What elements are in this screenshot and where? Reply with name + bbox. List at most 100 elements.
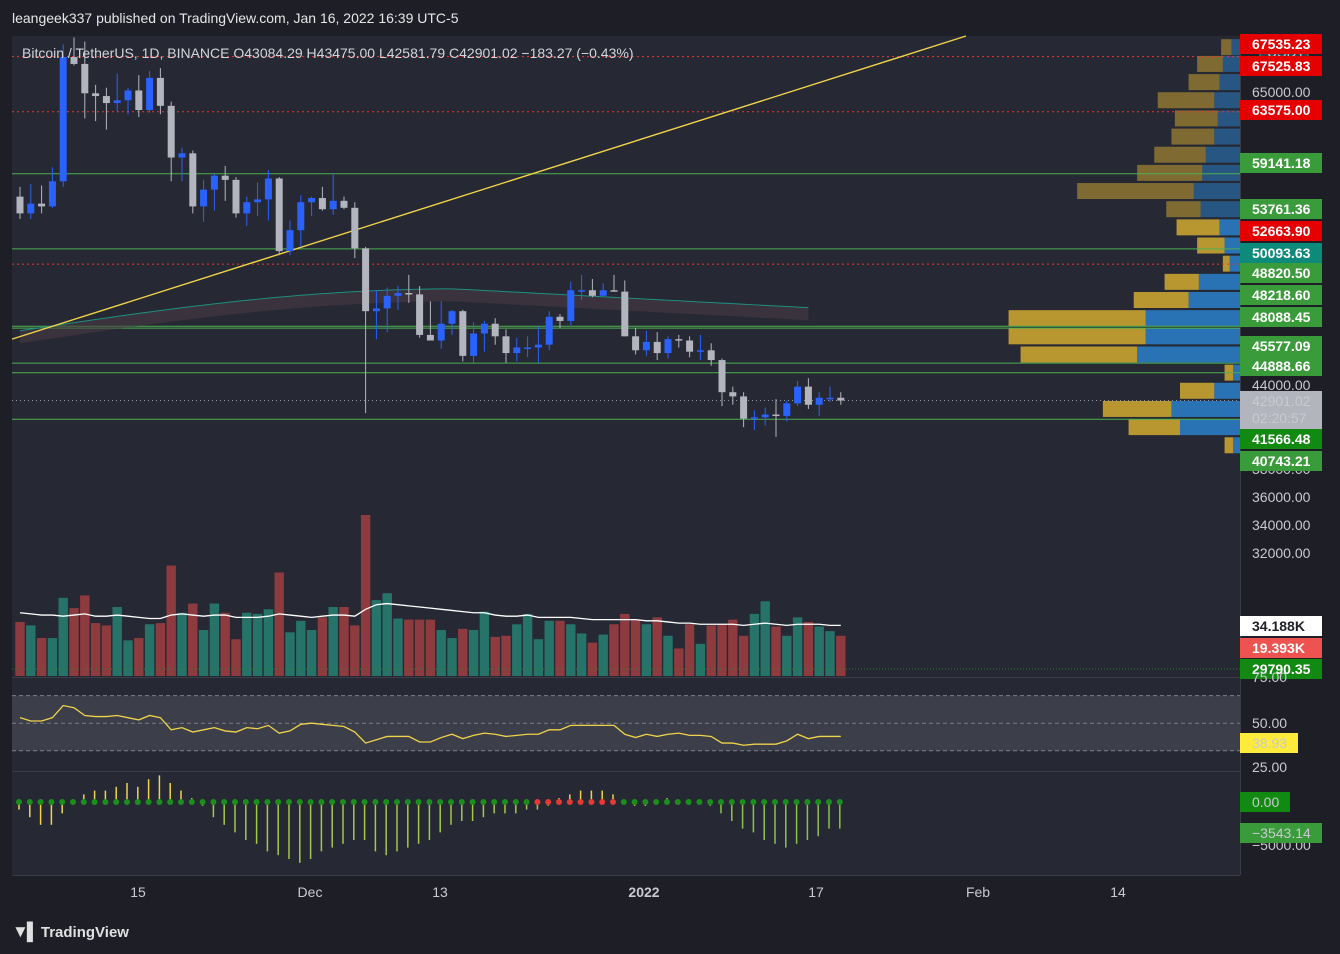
vp-up-bar-10 [1219,219,1240,236]
vp-down-bar-12 [1222,255,1230,272]
vp-up-bar-8 [1193,183,1240,200]
candle-54 [599,283,607,296]
time-label-2: 13 [432,884,448,900]
candle-body-51 [567,290,575,321]
volume-bar-24 [274,572,284,676]
candle-45 [502,329,510,363]
candle-body-11 [135,90,143,111]
volume-bar-18 [209,603,220,676]
symbol-ohlc-line: Bitcoin / TetherUS, 1D, BINANCE O43084.2… [22,45,634,61]
osc-dot-2 [37,799,44,805]
volume-bar-0 [15,621,25,676]
osc-dot-63 [696,799,703,805]
candle-3 [48,167,56,208]
candle-body-0 [16,196,24,214]
candle-52 [578,274,586,300]
osc-dot-0 [16,799,22,805]
volume-bar-4 [58,597,68,676]
volume-bar-25 [285,632,295,676]
candle-body-16 [189,153,197,207]
candle-16 [189,150,197,214]
candle-body-75 [826,397,834,400]
volume-bar-28 [317,617,328,676]
candle-body-42 [470,333,478,356]
candle-body-65 [718,360,726,393]
candle-body-63 [696,350,704,352]
rsi-pane-border [12,677,1240,678]
candle-43 [480,320,488,352]
candle-body-1 [27,203,35,214]
candle-body-34 [383,295,391,309]
osc-dot-25 [286,799,292,805]
candle-body-55 [610,290,618,292]
osc-dot-75 [826,799,832,805]
rsi-tick-50: 50.00 [1252,715,1287,731]
candle-body-59 [653,341,661,354]
osc-dot-64 [707,799,714,805]
candle-23 [264,170,272,221]
vp-down-bar-8 [1077,183,1194,200]
vp-down-bar-21 [1128,419,1180,436]
volume-bar-71 [782,635,792,676]
candle-12 [146,70,154,113]
candle-71 [783,400,791,422]
time-label-4: 17 [808,884,824,900]
candle-39 [437,301,445,349]
volume-bar-16 [188,603,198,676]
candle-40 [448,309,456,335]
vp-up-bar-12 [1229,255,1240,272]
vp-down-bar-17 [1020,346,1138,363]
candle-body-15 [178,153,186,158]
candle-body-67 [740,396,748,419]
volume-bar-49 [544,620,554,676]
osc-dot-34 [383,799,390,805]
osc-dot-57 [631,799,638,805]
candle-body-56 [621,291,629,337]
vp-down-bar-6 [1154,146,1206,163]
price-tag-bg-13 [1240,451,1322,471]
volume-bar-64 [706,625,716,676]
volume-tag-bg-0 [1240,616,1322,636]
volume-bar-39 [436,630,446,676]
volume-bar-27 [306,630,317,676]
candle-body-71 [783,403,791,416]
osc-dot-17 [199,799,206,805]
volume-bar-11 [134,638,144,676]
osc-dot-46 [512,799,519,805]
candle-60 [664,336,672,359]
volume-bar-19 [220,612,230,676]
candle-76 [837,392,845,405]
volume-bar-55 [609,624,619,676]
tradingview-mark-icon: ▼▌ [12,922,39,941]
candle-73 [804,378,812,409]
osc-dot-11 [134,799,141,805]
volume-bar-26 [296,620,306,676]
volume-bar-15 [177,612,187,676]
candle-body-49 [545,316,553,345]
osc-dot-39 [437,799,444,805]
candle-1 [27,184,35,219]
price-tick-cut-0: 32000.00 [1252,545,1311,561]
osc-dot-74 [815,799,822,805]
osc-dot-9 [113,799,120,805]
volume-bar-62 [684,624,695,676]
price-tag-bg-1 [1240,56,1322,76]
vp-up-bar-13 [1198,273,1240,290]
candle-22 [254,182,262,217]
osc-dot-53 [588,799,595,805]
candle-64 [707,343,715,366]
candle-body-18 [210,175,218,190]
osc-dot-5 [70,799,76,805]
time-label-1: Dec [298,884,323,900]
vp-down-bar-0 [1221,39,1232,56]
candle-27 [308,196,316,217]
volume-bar-9 [112,607,122,676]
price-tag-10: 45577.09 [1252,338,1311,354]
osc-dot-71 [782,799,789,805]
osc-dot-50 [556,799,562,805]
volume-bar-41 [458,628,468,676]
volume-tag-0: 34.188K [1252,618,1305,634]
candle-50 [556,313,564,328]
osc-dot-33 [372,799,379,805]
